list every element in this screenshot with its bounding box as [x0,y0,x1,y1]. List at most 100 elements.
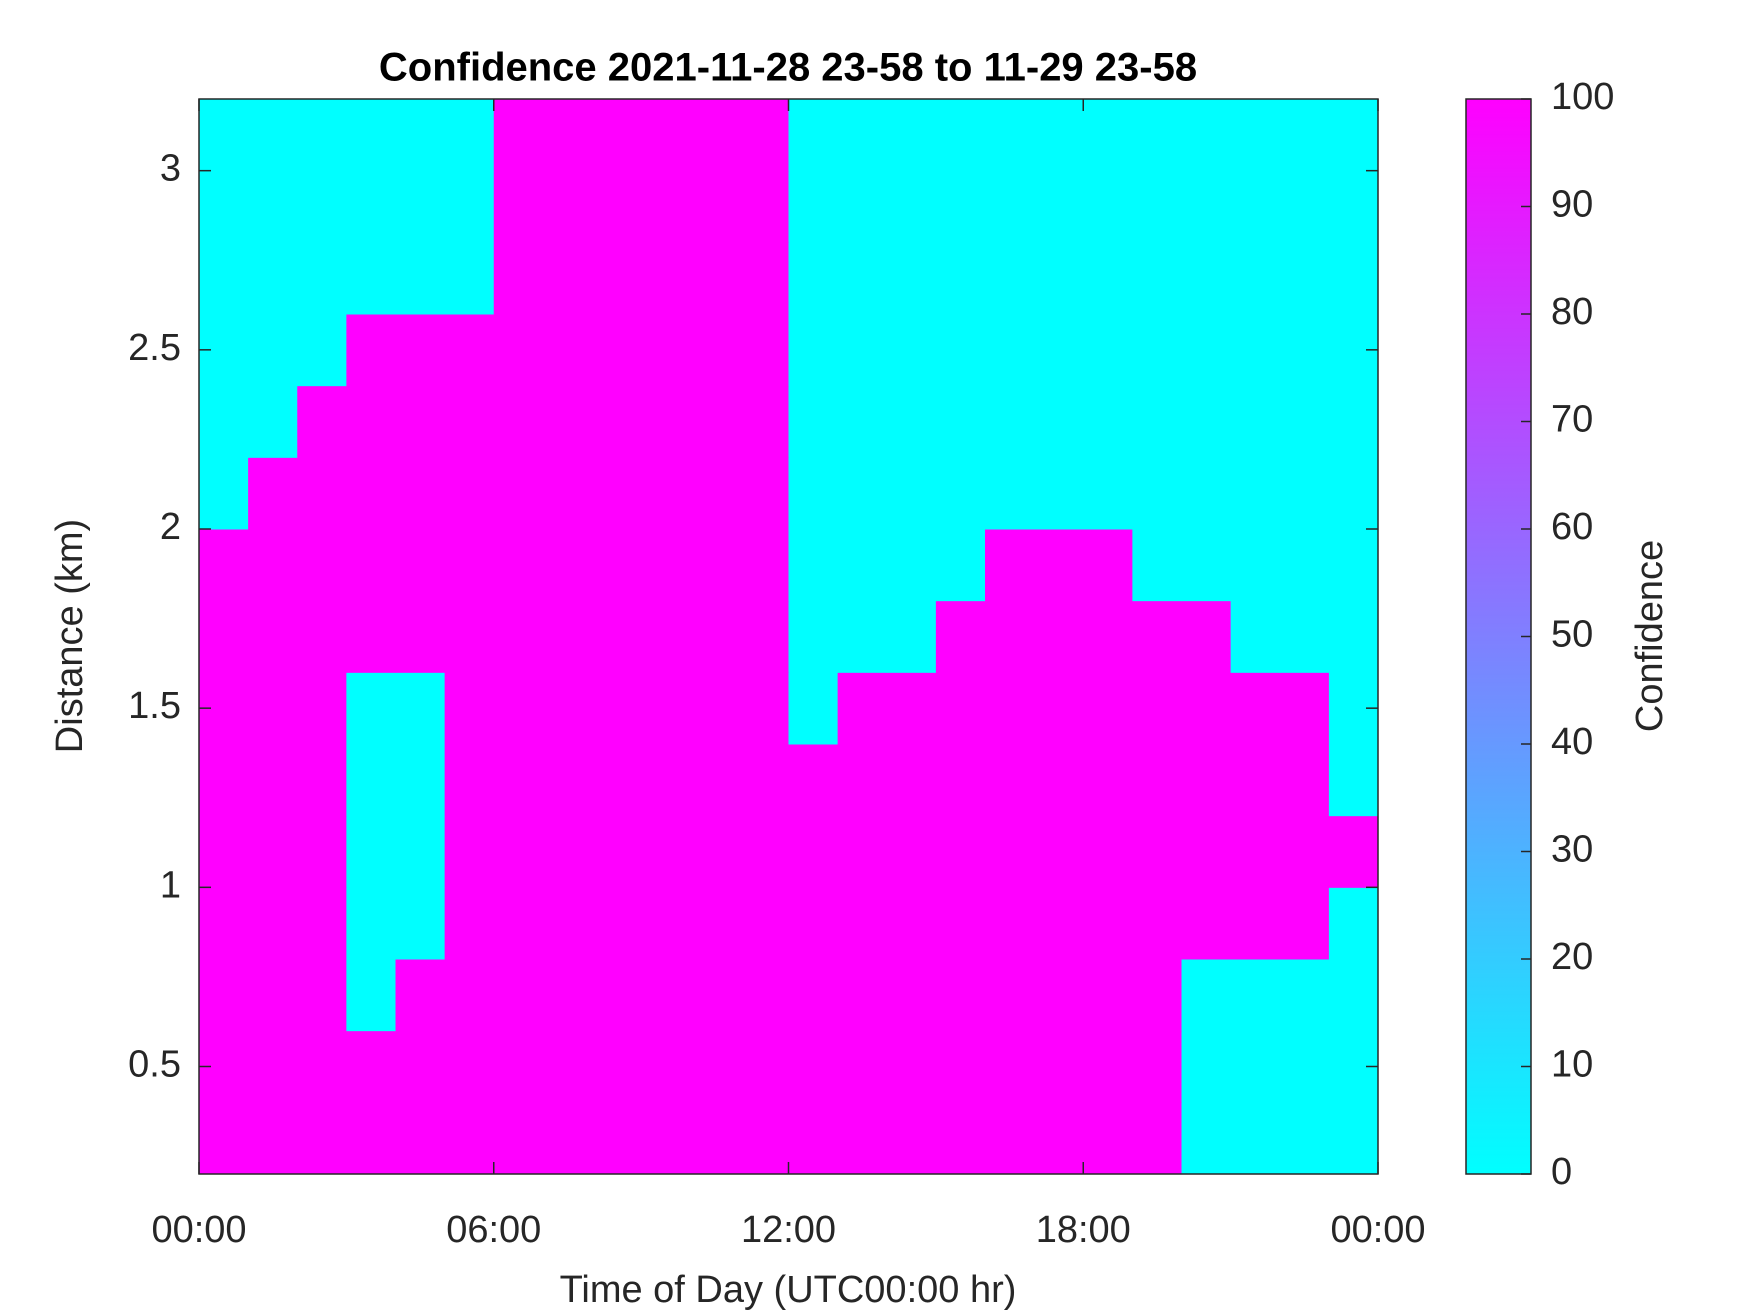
heatmap-cell [297,99,347,172]
heatmap-cell [641,744,691,817]
heatmap-cell [1230,1102,1281,1175]
heatmap-cell [690,529,740,602]
heatmap-cell [837,242,888,315]
heatmap-cell [346,242,396,315]
heatmap-cell [1181,672,1232,745]
heatmap-cell [641,959,691,1032]
heatmap-cell [542,887,593,960]
heatmap-cell [1230,242,1281,315]
heatmap-cell [395,385,446,458]
heatmap-cell [690,600,740,673]
heatmap-cell [542,815,593,888]
heatmap-cell [1181,314,1232,387]
heatmap-cell [1328,959,1379,1032]
heatmap-cell [886,529,937,602]
heatmap-cell [444,887,495,960]
heatmap-cell [788,529,839,602]
heatmap-cell [837,744,888,817]
heatmap-cell [592,99,642,172]
heatmap-cell [985,170,1035,243]
heatmap-cell [837,457,888,530]
heatmap-cell [592,1030,642,1103]
heatmap-cell [444,529,495,602]
heatmap-cell [1034,529,1084,602]
heatmap-cell [1230,600,1281,673]
heatmap-cell [542,170,593,243]
heatmap-cell [788,314,839,387]
heatmap-cell [199,170,249,243]
heatmap-cell [1230,672,1281,745]
heatmap-cell [1328,887,1379,960]
heatmap-cell [1083,744,1133,817]
heatmap-cell [886,385,937,458]
heatmap-cell [739,242,789,315]
heatmap-cell [1230,1030,1281,1103]
heatmap-cell [1328,744,1379,817]
heatmap-cell [346,744,396,817]
heatmap-cell [1034,744,1084,817]
heatmap-cell [493,959,544,1032]
y-axis-label: Distance (km) [49,519,91,753]
heatmap-cell [837,529,888,602]
heatmap-cell [788,815,839,888]
heatmap-cell [444,242,495,315]
heatmap-cell [837,600,888,673]
heatmap-cell [248,385,298,458]
heatmap-cell [395,600,446,673]
heatmap-cell [542,529,593,602]
heatmap-cell [1181,959,1232,1032]
heatmap-cell [985,815,1035,888]
colorbar-tick-label: 0 [1551,1151,1572,1193]
heatmap-cell [592,815,642,888]
heatmap-cell [1328,529,1379,602]
heatmap-cell [542,600,593,673]
heatmap-cell [199,744,249,817]
heatmap-cell [641,1030,691,1103]
heatmap-cell [297,529,347,602]
heatmap-cell [1034,170,1084,243]
heatmap-cell [1181,457,1232,530]
heatmap-cell [886,99,937,172]
heatmap-cell [248,170,298,243]
colorbar-tick-label: 20 [1551,936,1593,978]
heatmap-cell [1181,744,1232,817]
heatmap-cell [1328,242,1379,315]
heatmap-cell [1034,1102,1084,1175]
heatmap-cell [199,1102,249,1175]
heatmap-cell [1083,385,1133,458]
heatmap-cell [985,385,1035,458]
heatmap-cell [739,457,789,530]
heatmap-cell [444,600,495,673]
heatmap-cell [1181,815,1232,888]
heatmap-cell [739,672,789,745]
heatmap-cell [739,959,789,1032]
heatmap-cell [1132,529,1182,602]
heatmap-cell [346,457,396,530]
heatmap-cell [1083,242,1133,315]
heatmap-cell [1034,815,1084,888]
heatmap-cell [297,170,347,243]
heatmap-cell [297,744,347,817]
chart-title: Confidence 2021-11-28 23-58 to 11-29 23-… [379,46,1197,90]
heatmap-cell [935,744,986,817]
heatmap-cell [297,600,347,673]
heatmap-cell [395,99,446,172]
x-tick-label: 12:00 [741,1209,836,1251]
heatmap-cell [1132,242,1182,315]
heatmap-cell [788,242,839,315]
heatmap-cell [199,242,249,315]
heatmap-cell [1132,744,1182,817]
heatmap-cell [935,887,986,960]
heatmap-cell [837,959,888,1032]
heatmap-cell [1034,314,1084,387]
heatmap-cell [1083,170,1133,243]
heatmap-cell [985,600,1035,673]
heatmap-cell [690,314,740,387]
heatmap-cell [788,170,839,243]
heatmap-cell [1328,385,1379,458]
heatmap-cell [788,99,839,172]
heatmap-cell [542,1102,593,1175]
heatmap-cell [985,457,1035,530]
heatmap-cell [739,1102,789,1175]
